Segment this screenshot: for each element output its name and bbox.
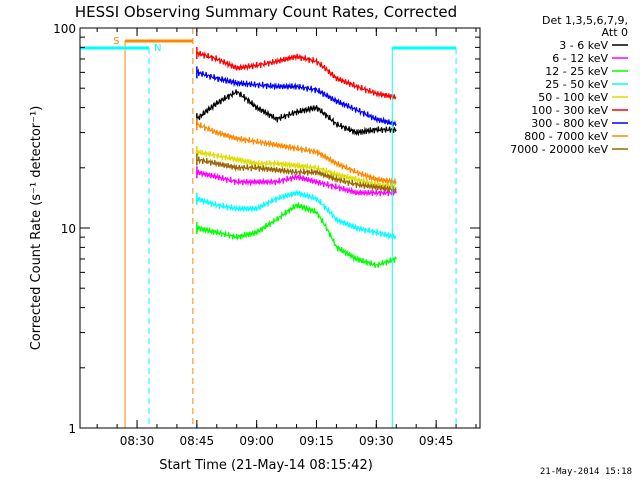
legend-entry-label: 12 - 25 keV xyxy=(545,65,608,78)
legend-header: Det 1,3,5,6,7,9, xyxy=(542,14,628,27)
x-tick-label: 09:15 xyxy=(299,434,334,448)
series-line-25-50keV xyxy=(196,190,397,241)
y-tick-label: 10 xyxy=(61,222,76,236)
footer-date: 21-May-2014 15:18 xyxy=(540,467,632,477)
annotation-label-N: N xyxy=(154,43,161,54)
series-line-7000-20000keV xyxy=(196,156,397,193)
legend-entry-label: 3 - 6 keV xyxy=(559,39,608,52)
x-tick-label: 08:30 xyxy=(120,434,155,448)
series-line-3-6keV xyxy=(196,89,397,137)
y-tick-label: 1 xyxy=(68,422,76,436)
chart-title: HESSI Observing Summary Count Rates, Cor… xyxy=(75,3,457,21)
annotation-label-S: S xyxy=(113,36,119,47)
x-tick-label: 09:00 xyxy=(239,434,274,448)
legend-entry-label: 800 - 7000 keV xyxy=(524,130,608,143)
series-line-12-25keV xyxy=(196,201,397,269)
series-line-100-300keV xyxy=(196,50,397,101)
legend-entry-label: 7000 - 20000 keV xyxy=(510,143,608,156)
y-axis-label: Corrected Count Rate (s⁻¹ detector⁻¹) xyxy=(29,106,44,351)
series-line-6-12keV xyxy=(196,169,397,198)
legend-header: Att 0 xyxy=(602,26,628,39)
x-axis-label: Start Time (21-May-14 08:15:42) xyxy=(159,458,373,473)
series-line-300-800keV xyxy=(196,68,397,127)
legend-entry-label: 6 - 12 keV xyxy=(552,52,608,65)
y-tick-label: 100 xyxy=(53,22,76,36)
series-layer xyxy=(196,46,397,269)
x-tick-label: 09:30 xyxy=(359,434,394,448)
legend-entry-label: 300 - 800 keV xyxy=(531,117,608,130)
legend-entry-label: 50 - 100 keV xyxy=(538,91,608,104)
series-line-800-7000keV xyxy=(196,121,397,186)
x-tick-label: 08:45 xyxy=(180,434,215,448)
legend-entry-label: 25 - 50 keV xyxy=(545,78,608,91)
annotation-layer: SN xyxy=(79,28,457,428)
x-tick-label: 09:45 xyxy=(419,434,454,448)
legend-entry-label: 100 - 300 keV xyxy=(531,104,608,117)
axis-layer: 08:30 08:45 09:00 09:15 09:30 09:45 1 10 100 xyxy=(53,22,480,448)
